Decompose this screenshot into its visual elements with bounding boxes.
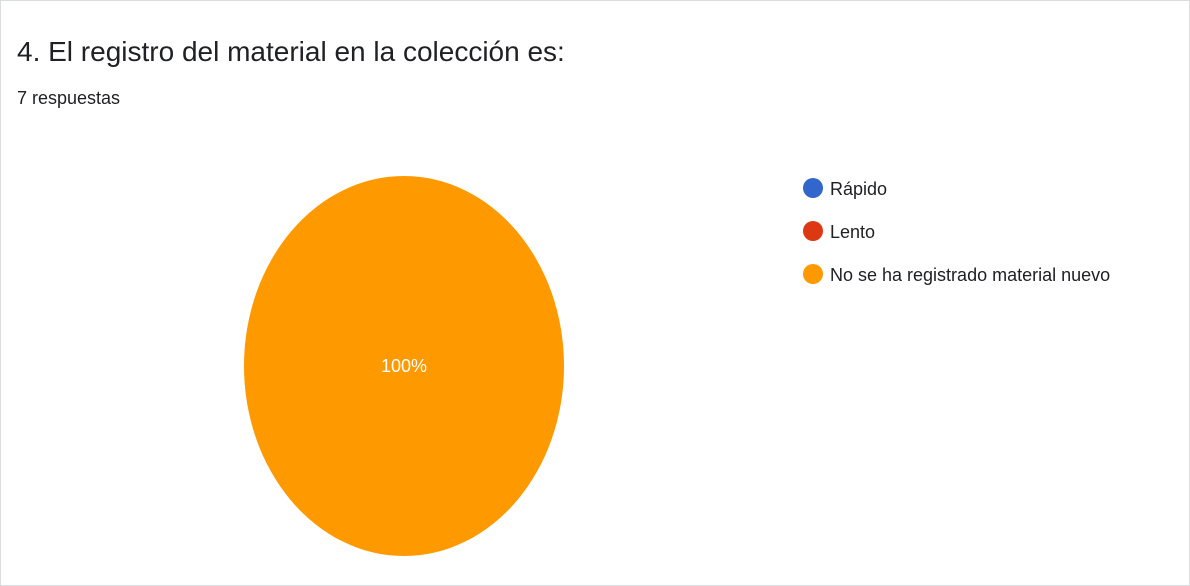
response-count: 7 respuestas — [17, 88, 121, 108]
legend-label-1[interactable]: Lento — [830, 222, 875, 242]
legend-label-2[interactable]: No se ha registrado material nuevo — [830, 265, 1110, 285]
pie-slice-2 — [244, 176, 564, 556]
question-title: 4. El registro del material en la colecc… — [17, 36, 565, 67]
legend-marker-1 — [803, 221, 823, 241]
legend-marker-0 — [803, 178, 823, 198]
legend-label-0[interactable]: Rápido — [830, 179, 887, 199]
slice-label-2: 100% — [381, 356, 427, 376]
legend-marker-2 — [803, 264, 823, 284]
